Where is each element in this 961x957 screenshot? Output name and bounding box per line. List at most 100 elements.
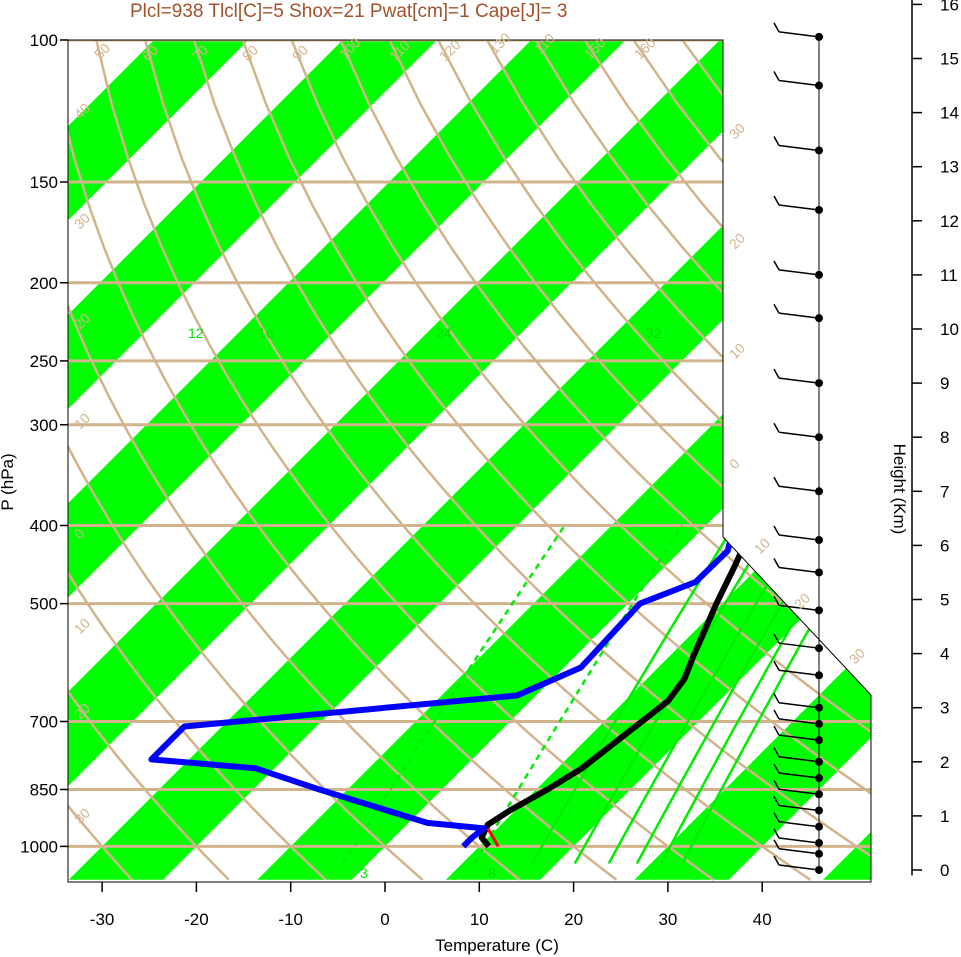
isotherm-bands [68,40,871,880]
wind-barb [773,725,820,741]
wind-barb [773,422,820,438]
temp-tick-label: 40 [753,910,772,929]
wind-barb [773,812,820,828]
wind-barb [773,693,820,709]
wind-barb [773,747,820,763]
dry-adiabat [290,40,871,881]
temp-tick-label: 0 [380,910,389,929]
mixing-ratio-label: 16 [258,325,274,341]
isotherm-band [68,40,663,880]
height-tick-label: 2 [940,753,949,772]
pressure-tick-label: 100 [30,31,58,50]
isotherm-label: 30 [846,645,868,667]
wind-barb [773,709,820,725]
mixing-ratio-label: 8 [488,865,496,881]
temp-tick-label: 10 [470,910,489,929]
parcel-line [486,827,500,848]
height-tick-label: 0 [940,861,949,880]
pressure-axis: 100 150 200 250 300 400 500 700 850 1000 [20,31,68,856]
dry-adiabat [388,40,871,881]
plot-area [68,40,871,881]
dry-adiabat [95,40,715,881]
height-tick-label: 14 [940,104,959,123]
mixing-ratio-line [531,524,736,865]
wind-barb [773,595,820,612]
pressure-tick-label: 200 [30,274,58,293]
wind-barb [773,525,820,541]
dry-adiabat [68,40,327,881]
wind-barb [773,476,820,493]
mixing-ratio-line [635,524,829,865]
pressure-tick-label: 250 [30,352,58,371]
mixing-ratio-line [472,524,684,865]
dry-adiabat [68,40,618,881]
isotherm-label: 10 [726,340,748,362]
pressure-tick-label: 1000 [20,837,58,856]
mixing-ratio-labels: 12 16 24 32 3 8 [188,325,662,881]
height-tick-label: 7 [940,482,949,501]
mixing-ratio-label: 12 [188,325,204,341]
height-tick-label: 9 [940,374,949,393]
isotherm-label: 0 [726,455,743,472]
reference-lines [68,40,871,881]
wind-barb [773,260,820,276]
isotherm-label: 90 [289,42,311,64]
isotherm-band [68,40,852,880]
isotherm-label: 30 [726,120,748,142]
wind-barb [773,558,820,574]
y-axis-label: P (hPa) [0,453,17,510]
wind-barb [773,195,820,211]
dry-adiabat [68,40,521,881]
dry-adiabat [143,40,812,881]
mixing-ratio-line [573,524,774,865]
pressure-tick-label: 850 [30,780,58,799]
mixing-ratio-label: 3 [360,865,368,881]
pressure-tick-label: 700 [30,712,58,731]
wind-barb [773,763,820,779]
isotherm-label: 160 [631,34,659,62]
height-tick-label: 16 [940,0,959,14]
wind-barb [773,839,820,855]
wind-barb [773,136,820,152]
dry-adiabat [68,40,424,881]
wind-barb [773,828,820,844]
wind-barb [773,660,820,676]
pressure-tick-label: 400 [30,517,58,536]
dry-adiabat [192,40,871,881]
plot-frame [67,39,872,883]
x-axis-label: Temperature (C) [435,936,559,955]
pressure-tick-label: 150 [30,173,58,192]
height-tick-label: 4 [940,645,949,664]
height-tick-label: 6 [940,536,949,555]
isotherm-label: 130 [486,29,514,57]
pressure-tick-label: 300 [30,416,58,435]
height-tick-label: 12 [940,212,959,231]
dry-adiabat [68,40,133,881]
isotherm-label: 20 [726,230,748,252]
mixing-ratio-line [342,524,566,865]
dry-adiabat [437,40,871,881]
isotherm-label: 50 [91,40,113,62]
height-axis-label: Height (Km) [890,444,909,535]
wind-barb [773,22,820,38]
height-tick-label: 13 [940,158,959,177]
wind-barb [773,633,820,649]
height-tick-label: 3 [940,699,949,718]
temp-tick-label: -10 [278,910,303,929]
pressure-tick-label: 500 [30,595,58,614]
temp-tick-label: -30 [90,910,115,929]
dry-adiabat [241,40,871,881]
isotherm-label: 30 [71,805,93,827]
height-tick-label: 10 [940,320,959,339]
wind-profile [773,22,823,874]
temp-tick-label: 20 [564,910,583,929]
height-tick-label: 11 [940,266,958,285]
wind-barb [773,368,820,384]
wind-barb [773,779,820,796]
isotherm-label: 10 [71,410,93,432]
temperature-axis: -30 -20 -10 0 10 20 30 40 [90,882,772,929]
mixing-ratio-label: 32 [646,325,662,341]
isotherm-label: 10 [751,535,773,557]
wind-barb [773,303,820,319]
